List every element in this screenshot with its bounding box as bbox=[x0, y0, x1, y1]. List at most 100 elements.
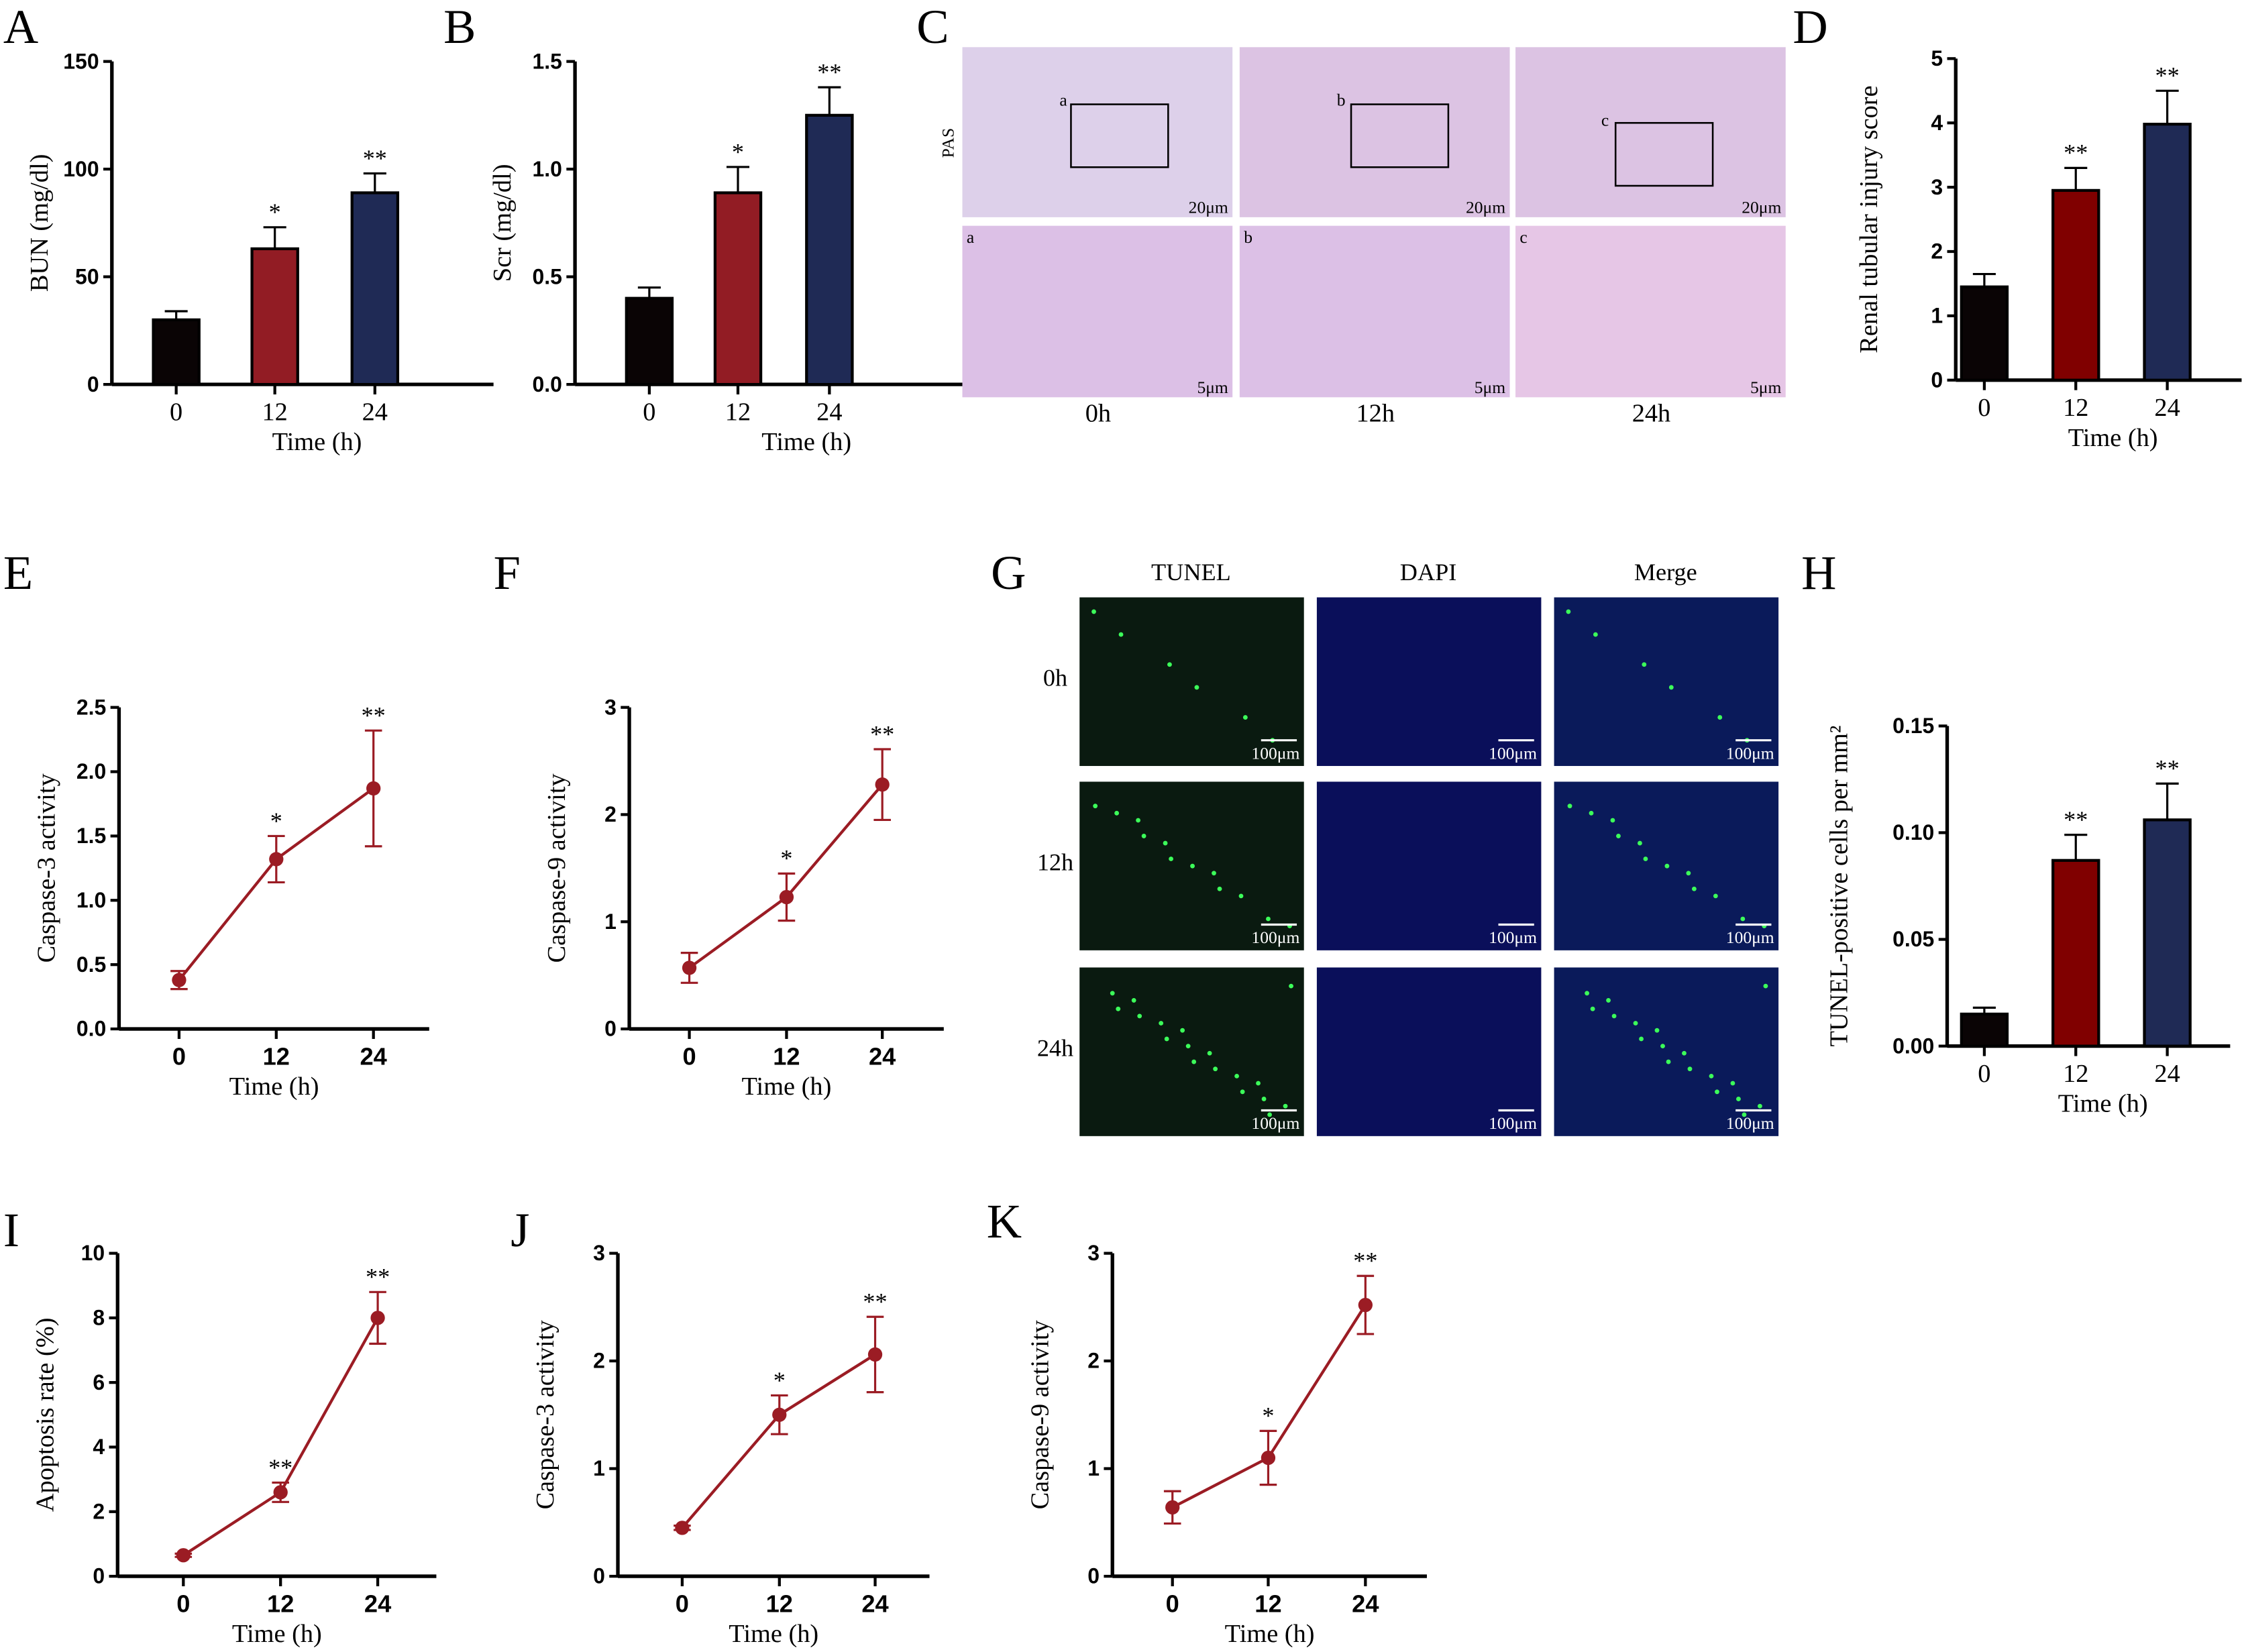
data-point bbox=[370, 1311, 385, 1325]
panel-C-micrographs: PAS a 20μm a 5μm 0h b 20μm b 5μm 12h c 20μm c 5μm 24h bbox=[939, 47, 1786, 428]
scale-label: 5μm bbox=[1197, 378, 1228, 397]
significance-marker: * bbox=[269, 199, 281, 225]
column-header: TUNEL bbox=[1151, 559, 1231, 586]
significance-marker: ** bbox=[2064, 806, 2088, 833]
y-tick-label: 2 bbox=[93, 1499, 105, 1523]
x-tick-label: 0 bbox=[170, 398, 182, 426]
significance-marker: * bbox=[780, 845, 792, 872]
tunel-positive-dot bbox=[1194, 685, 1199, 690]
tunel-positive-dot bbox=[1093, 804, 1098, 809]
y-tick-label: 0.0 bbox=[76, 1017, 106, 1041]
significance-marker: ** bbox=[268, 1454, 292, 1481]
tunel-positive-dot bbox=[1654, 1028, 1660, 1033]
x-axis-label: Time (h) bbox=[741, 1072, 831, 1101]
panel-label-F: F bbox=[494, 545, 521, 600]
tunel-positive-dot bbox=[1763, 983, 1768, 989]
row-label: 24h bbox=[1037, 1035, 1073, 1062]
y-tick-label: 1 bbox=[604, 910, 617, 934]
tunel-positive-dot bbox=[1606, 998, 1611, 1003]
y-tick-label: 0.0 bbox=[533, 372, 562, 396]
y-tick-label: 2 bbox=[1087, 1349, 1100, 1373]
tunel-positive-dot bbox=[1730, 1081, 1736, 1086]
y-axis-label: Apoptosis rate (%) bbox=[31, 1317, 59, 1512]
y-tick-label: 0 bbox=[1087, 1564, 1100, 1588]
x-tick-label: 24 bbox=[2154, 1060, 2180, 1088]
data-point bbox=[875, 777, 890, 792]
x-tick-label: 12 bbox=[725, 398, 751, 426]
stain-label: PAS bbox=[939, 128, 958, 158]
column-header: Merge bbox=[1634, 559, 1697, 586]
chart-E: 0.0 0.5 1.0 1.5 2.0 2.5 0 12 24 Time (h) Caspase-3… bbox=[33, 695, 429, 1101]
x-axis-label: Time (h) bbox=[229, 1072, 319, 1101]
micrograph-overview bbox=[1239, 47, 1510, 217]
bar bbox=[713, 191, 763, 386]
bar bbox=[2051, 859, 2100, 1048]
bar bbox=[2143, 818, 2192, 1048]
y-axis-label: TUNEL-positive cells per mm² bbox=[1825, 726, 1853, 1047]
tunel-positive-dot bbox=[1167, 662, 1172, 667]
tunel-positive-dot bbox=[1185, 1044, 1191, 1049]
tunel-positive-dot bbox=[1668, 685, 1674, 690]
y-tick-label: 100 bbox=[63, 157, 99, 181]
scale-label: 100μm bbox=[1251, 928, 1299, 947]
fluorescence-image bbox=[1554, 597, 1779, 767]
tunel-positive-dot bbox=[1660, 1044, 1665, 1049]
tunel-positive-dot bbox=[1585, 991, 1589, 996]
x-tick-label: 24 bbox=[816, 398, 842, 426]
significance-marker: ** bbox=[2064, 140, 2088, 166]
scale-label: 100μm bbox=[1489, 928, 1537, 947]
significance-marker: ** bbox=[1353, 1248, 1377, 1274]
column-label: 24h bbox=[1632, 400, 1671, 428]
scale-label: 20μm bbox=[1466, 197, 1505, 217]
significance-marker: ** bbox=[366, 1264, 390, 1290]
tunel-positive-dot bbox=[1212, 871, 1216, 876]
data-point bbox=[682, 960, 697, 975]
tunel-positive-dot bbox=[1267, 1112, 1272, 1117]
tunel-positive-dot bbox=[1639, 1036, 1644, 1042]
scale-label: 20μm bbox=[1189, 197, 1228, 217]
scale-label: 20μm bbox=[1742, 197, 1781, 217]
y-axis-label: Caspase-3 activity bbox=[33, 773, 61, 962]
tunel-positive-dot bbox=[1114, 810, 1120, 816]
tunel-positive-dot bbox=[1687, 1066, 1693, 1072]
x-axis-label: Time (h) bbox=[2058, 1090, 2148, 1118]
scale-label: 100μm bbox=[1726, 743, 1774, 763]
scale-label: 100μm bbox=[1489, 1113, 1537, 1133]
y-axis-label: Caspase-9 activity bbox=[1026, 1319, 1054, 1509]
tunel-positive-dot bbox=[1240, 1089, 1245, 1095]
y-tick-label: 2 bbox=[604, 802, 617, 826]
y-tick-label: 0.10 bbox=[1892, 820, 1934, 844]
data-point bbox=[1165, 1500, 1180, 1515]
tunel-positive-dot bbox=[1709, 1073, 1714, 1079]
tunel-positive-dot bbox=[1742, 1112, 1747, 1117]
panel-label-B: B bbox=[443, 0, 476, 54]
tunel-positive-dot bbox=[1190, 863, 1195, 869]
inset-letter: b bbox=[1244, 227, 1252, 247]
significance-marker: ** bbox=[362, 702, 386, 729]
y-tick-label: 0 bbox=[87, 372, 99, 396]
inset-letter: b bbox=[1337, 91, 1346, 110]
tunel-positive-dot bbox=[1213, 1066, 1218, 1072]
y-tick-label: 6 bbox=[93, 1370, 105, 1394]
tunel-positive-dot bbox=[1610, 818, 1615, 823]
tunel-positive-dot bbox=[1159, 1021, 1164, 1026]
tunel-positive-dot bbox=[1642, 662, 1647, 667]
x-tick-label: 12 bbox=[263, 1042, 290, 1070]
significance-marker: ** bbox=[2155, 755, 2180, 782]
data-point bbox=[772, 1407, 787, 1422]
tunel-positive-dot bbox=[1118, 632, 1124, 637]
x-tick-label: 24 bbox=[2154, 394, 2180, 422]
y-tick-label: 2.5 bbox=[76, 695, 106, 719]
fluorescence-image bbox=[1079, 967, 1304, 1136]
x-axis-label: Time (h) bbox=[729, 1620, 818, 1648]
tunel-positive-dot bbox=[1633, 1021, 1638, 1026]
significance-marker: ** bbox=[363, 145, 387, 172]
bar bbox=[2143, 123, 2192, 382]
x-tick-label: 12 bbox=[2063, 394, 2088, 422]
